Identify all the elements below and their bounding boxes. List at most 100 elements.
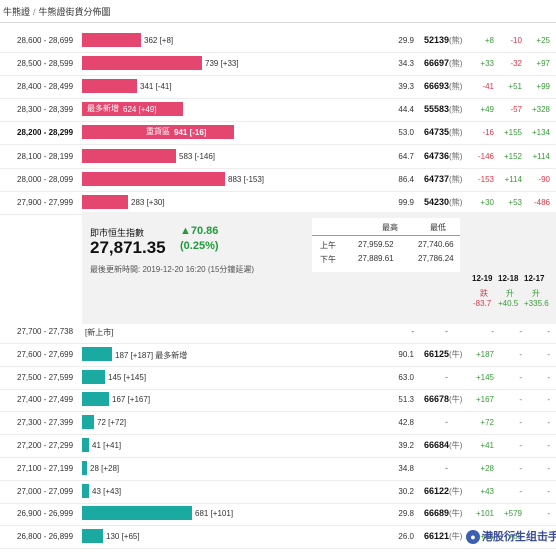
daily-change: +33 — [480, 59, 494, 69]
date-header-2: 12-18 — [498, 274, 519, 283]
high-low-table: 最高 最低 上午 27,959.52 27,740.66 下午 27,889.6… — [312, 218, 460, 272]
bear-bar[interactable] — [82, 194, 128, 209]
warrant-code[interactable]: 54230(熊) — [424, 197, 462, 208]
warrant-code[interactable]: 66121(牛) — [424, 531, 462, 542]
daily-change: +28 — [480, 463, 494, 473]
table-row[interactable]: 27,600 - 27,699 187 [+187] 最多新增 90.1 66125(… — [0, 344, 556, 367]
daily-change: +8 — [484, 36, 494, 45]
warrant-code[interactable]: 64735(熊) — [424, 127, 462, 138]
warrant-code-number: 66125 — [424, 348, 450, 359]
table-row[interactable]: 28,200 - 28,299 重貨區 941 [-16] 53.0 64735(熊) -… — [0, 122, 556, 146]
daily-change: -486 — [533, 197, 550, 207]
table-row[interactable]: 28,400 - 28,499 341 [-41] 39.3 66693(熊) -41 +… — [0, 76, 556, 100]
warrant-code: - — [445, 417, 448, 427]
bar-value-label: 883 [-153] — [228, 174, 265, 184]
warrant-code-number: 64736 — [424, 150, 450, 161]
bear-bar[interactable] — [82, 171, 225, 186]
table-row[interactable]: 26,800 - 26,899 130 [+65] 26.0 66121(牛) +65 +… — [0, 526, 556, 550]
daily-change: +114 — [532, 151, 550, 161]
bar-value-label: 283 [+30] — [131, 197, 165, 207]
pm-low: 27,786.24 — [418, 254, 454, 263]
warrant-code[interactable]: 66689(牛) — [424, 508, 462, 519]
warrant-code[interactable]: 66122(牛) — [424, 486, 462, 497]
bar-value-label: 43 [+43] — [92, 486, 122, 496]
bear-bar[interactable] — [82, 102, 183, 117]
bar-value-label: [新上市] — [85, 328, 114, 337]
bull-bar[interactable] — [82, 369, 105, 384]
bear-bar[interactable] — [82, 125, 234, 140]
table-row[interactable]: 27,700 - 27,738 [新上市] - - - - - — [0, 321, 556, 344]
price-range: 27,500 - 27,599 — [17, 372, 74, 382]
bull-bar[interactable] — [82, 438, 89, 452]
percent-value: 90.1 — [398, 349, 414, 359]
price-range: 26,800 - 26,899 — [17, 532, 74, 542]
daily-change: +30 — [480, 197, 494, 207]
warrant-code[interactable]: 66697(熊) — [424, 58, 462, 69]
date-direction-2: 升 — [506, 289, 514, 298]
table-row[interactable]: 27,500 - 27,599 145 [+145] 63.0 - +145 - - — [0, 367, 556, 390]
bar-value-label: 41 [+41] — [92, 441, 122, 450]
am-high: 27,959.52 — [358, 240, 394, 249]
warrant-type-tag: (熊) — [449, 82, 463, 92]
table-row[interactable]: 27,400 - 27,499 167 [+167] 51.3 66678(牛) +16… — [0, 389, 556, 413]
table-row[interactable]: 27,000 - 27,099 43 [+43] 30.2 66122(牛) +43 - - — [0, 481, 556, 504]
warrant-type-tag: (牛) — [449, 441, 463, 450]
warrant-code[interactable]: 66678(牛) — [424, 394, 462, 405]
bull-bar[interactable] — [82, 506, 192, 521]
table-row[interactable]: 26,900 - 26,999 681 [+101] 29.8 66689(牛) +10… — [0, 503, 556, 527]
table-row[interactable]: 27,300 - 27,399 72 [+72] 42.8 - +72 - - — [0, 412, 556, 436]
date-direction-3: 升 — [532, 289, 540, 298]
daily-change: - — [491, 327, 494, 336]
date-change-2: +40.5 — [498, 299, 519, 308]
warrant-code[interactable]: 52139(熊) — [424, 35, 462, 46]
bull-bar[interactable] — [82, 529, 103, 544]
bull-bar[interactable] — [82, 392, 109, 407]
price-range: 27,400 - 27,499 — [17, 395, 74, 405]
daily-change: - — [519, 327, 522, 336]
daily-change: - — [519, 395, 522, 405]
table-row[interactable]: 28,500 - 28,599 739 [+33] 34.3 66697(熊) +33 -… — [0, 53, 556, 77]
daily-change: +155 — [503, 128, 522, 138]
warrant-code-number: - — [445, 371, 448, 382]
table-row[interactable]: 28,000 - 28,099 883 [-153] 86.4 64737(熊) -15… — [0, 169, 556, 192]
bear-bar[interactable] — [82, 33, 141, 47]
date-change-3: +335.6 — [524, 299, 549, 308]
warrant-code-number: 64735 — [424, 127, 450, 138]
warrant-code-number: - — [445, 417, 448, 428]
table-row[interactable]: 28,100 - 28,199 583 [-146] 64.7 64736(熊) -14… — [0, 146, 556, 169]
daily-change: -41 — [482, 82, 494, 92]
bull-bar[interactable] — [82, 415, 94, 430]
warrant-code[interactable]: 64736(熊) — [424, 151, 462, 162]
daily-change: +53 — [508, 197, 522, 207]
table-row[interactable]: 28,300 - 28,399 最多新增 624 [+49] 44.4 55583(熊)… — [0, 99, 556, 123]
percent-value: 30.2 — [398, 486, 414, 496]
daily-change: - — [547, 486, 550, 496]
warrant-code[interactable]: 66125(牛) — [424, 349, 462, 360]
price-range: 28,500 - 28,599 — [17, 59, 74, 69]
daily-change: -32 — [510, 59, 522, 69]
daily-change: +99 — [536, 82, 550, 92]
bar-value-label: 145 [+145] — [108, 372, 147, 382]
warrant-code: - — [445, 326, 448, 336]
daily-change: +65 — [480, 532, 494, 542]
bull-bar[interactable] — [82, 483, 89, 498]
warrant-code[interactable]: 66693(熊) — [424, 81, 462, 92]
warrant-code[interactable]: 64737(熊) — [424, 174, 462, 185]
bear-bar[interactable] — [82, 56, 202, 71]
warrant-code[interactable]: 66684(牛) — [424, 440, 462, 451]
price-range: 28,000 - 28,099 — [17, 174, 74, 184]
table-row[interactable]: 28,600 - 28,699 362 [+8] 29.9 52139(熊) +8 -10… — [0, 30, 556, 53]
warrant-code-number: 66697 — [424, 58, 450, 69]
daily-change: +114 — [504, 174, 522, 184]
table-row[interactable]: 27,200 - 27,299 41 [+41] 39.2 66684(牛) +41 - - — [0, 435, 556, 458]
breadcrumb-link-cbbc[interactable]: 牛熊證 — [3, 7, 31, 17]
table-row[interactable]: 27,100 - 27,199 28 [+28] 34.8 - +28 - - — [0, 458, 556, 481]
bull-bar[interactable] — [82, 346, 112, 361]
bull-bar[interactable] — [82, 460, 87, 475]
divider — [312, 235, 460, 236]
divider — [0, 22, 556, 23]
bear-bar[interactable] — [82, 79, 137, 94]
bear-bar[interactable] — [82, 148, 176, 163]
warrant-code[interactable]: 55583(熊) — [424, 104, 462, 115]
bar-value-label: 624 [+49] — [123, 105, 157, 115]
